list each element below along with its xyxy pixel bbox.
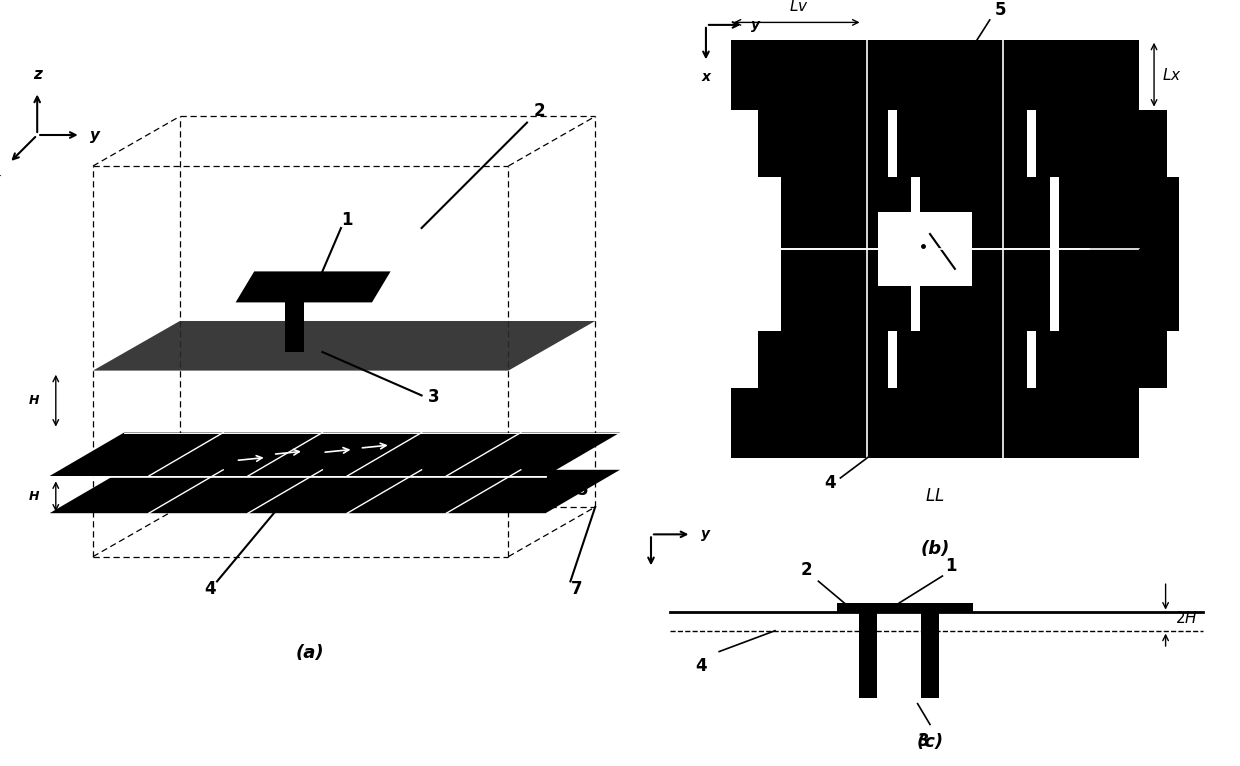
Bar (730, 388, 1140, 458)
Bar (837, 603, 973, 613)
Text: (c): (c) (916, 732, 944, 751)
Bar (920, 177, 1050, 254)
Bar (859, 613, 877, 699)
Text: 4: 4 (696, 656, 707, 675)
Bar (1059, 177, 1189, 254)
Bar (920, 254, 1050, 331)
Text: 5: 5 (994, 1, 1006, 19)
Bar (1059, 254, 1189, 331)
Text: 2: 2 (801, 561, 812, 578)
Text: H: H (29, 394, 40, 407)
Bar (1037, 110, 1167, 177)
Text: 4: 4 (205, 580, 216, 597)
Text: $LL$: $LL$ (925, 487, 945, 506)
Text: $G$: $G$ (1159, 241, 1172, 257)
Bar (898, 110, 1028, 177)
Text: 4: 4 (825, 474, 836, 492)
Polygon shape (50, 433, 620, 476)
Text: y: y (701, 527, 709, 542)
Polygon shape (236, 271, 391, 303)
Bar (921, 613, 939, 699)
Text: 1: 1 (1159, 300, 1171, 318)
Text: (b): (b) (920, 540, 950, 558)
Text: y: y (89, 127, 100, 142)
Bar (878, 211, 972, 286)
Text: 5: 5 (577, 480, 588, 499)
Text: $2H$: $2H$ (1176, 610, 1198, 626)
Bar (1037, 331, 1167, 388)
Text: 2: 2 (533, 103, 544, 120)
Text: y: y (750, 18, 760, 32)
Text: 7: 7 (570, 580, 582, 597)
Polygon shape (93, 321, 595, 371)
Bar (781, 177, 910, 254)
Text: H: H (29, 490, 40, 503)
Text: x: x (702, 70, 711, 83)
Bar (758, 110, 888, 177)
Text: z: z (32, 67, 42, 82)
Text: 3: 3 (918, 732, 930, 750)
Text: $Lx$: $Lx$ (1162, 67, 1182, 83)
Bar (758, 331, 888, 388)
Polygon shape (285, 303, 304, 352)
Bar (781, 254, 910, 331)
Text: 3: 3 (428, 388, 439, 406)
Polygon shape (50, 470, 620, 513)
Bar (730, 40, 1140, 110)
Text: 1: 1 (945, 557, 957, 575)
Text: $Lv$: $Lv$ (789, 0, 808, 14)
Text: 1: 1 (341, 211, 352, 229)
Text: (a): (a) (295, 644, 325, 662)
Bar (898, 331, 1028, 388)
